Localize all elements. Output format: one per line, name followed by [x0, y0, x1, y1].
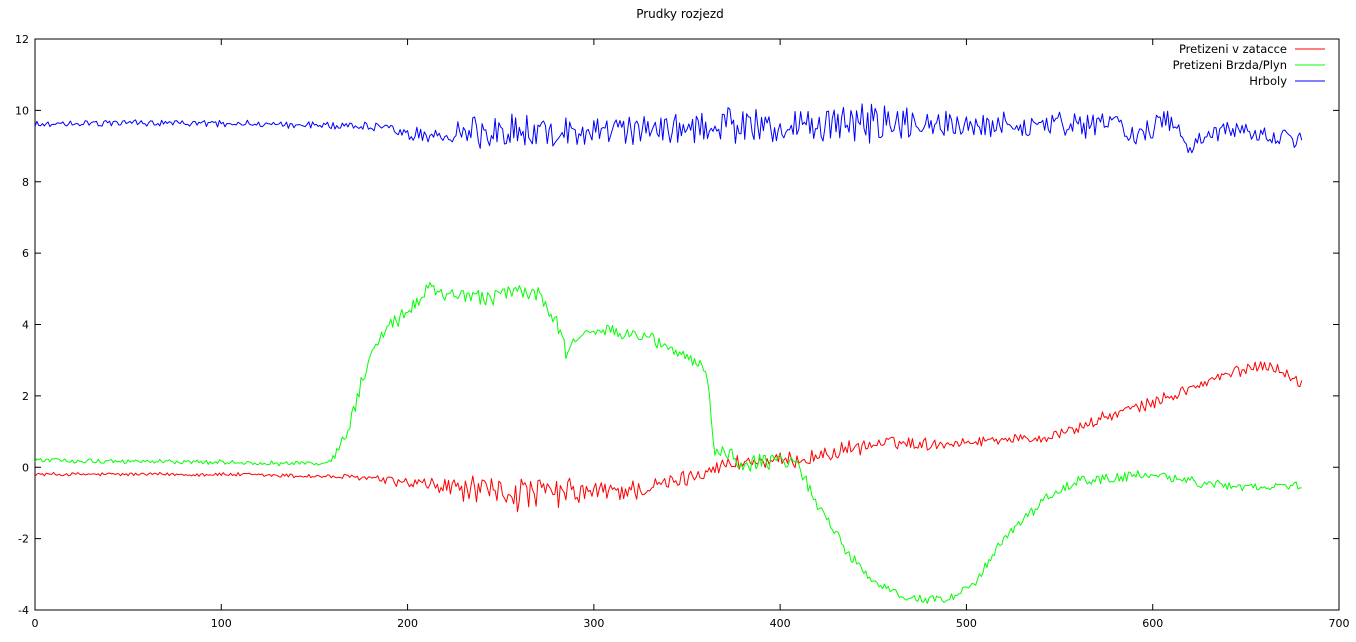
x-tick-label: 500 [956, 617, 977, 630]
y-tick-label: 4 [22, 319, 29, 332]
x-tick-label: 400 [770, 617, 791, 630]
y-tick-label: 8 [22, 176, 29, 189]
x-tick-label: 600 [1142, 617, 1163, 630]
y-tick-label: 10 [15, 104, 29, 117]
x-tick-label: 0 [32, 617, 39, 630]
plot-frame [34, 38, 1340, 611]
x-tick-label: 300 [583, 617, 604, 630]
series-group [34, 103, 1303, 604]
series-line-2 [34, 103, 1303, 154]
x-tick-label: 700 [1329, 617, 1350, 630]
y-tick-label: 2 [22, 390, 29, 403]
legend-label: Pretizeni Brzda/Plyn [1173, 58, 1287, 72]
y-tick-label: -2 [18, 533, 29, 546]
legend: Pretizeni v zatacce Pretizeni Brzda/Plyn H… [1173, 42, 1325, 88]
y-tick-label: -4 [18, 604, 29, 617]
x-tick-label: 200 [397, 617, 418, 630]
series-line-0 [34, 361, 1303, 513]
y-tick-label: 12 [15, 33, 29, 46]
y-tick-label: 6 [22, 247, 29, 260]
legend-label: Pretizeni v zatacce [1179, 42, 1287, 56]
x-tick-label: 100 [211, 617, 232, 630]
legend-label: Hrboly [1249, 74, 1287, 88]
chart-title: Prudky rozjezd [636, 7, 724, 21]
series-line-1 [34, 282, 1302, 604]
y-tick-label: 0 [22, 461, 29, 474]
axes: 0 100 200 300 400 500 600 700 -4 -2 0 2 4 6 8 10 12 [15, 33, 1350, 630]
